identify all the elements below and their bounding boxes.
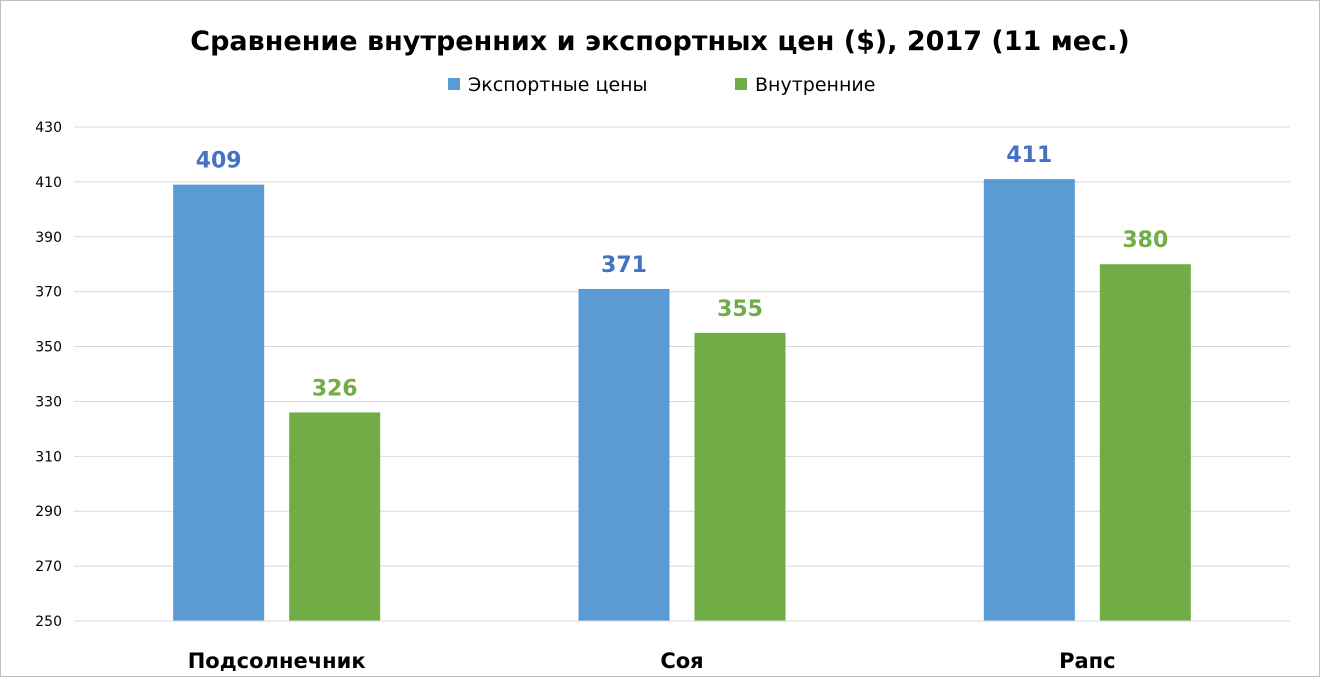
y-tick-label: 270 <box>35 559 62 575</box>
y-tick-label: 350 <box>35 340 62 356</box>
y-tick-label: 370 <box>35 285 62 301</box>
legend: Экспортные цены Внутренние <box>448 74 875 96</box>
bars <box>173 179 1191 621</box>
category-label: Рапс <box>1059 649 1116 673</box>
bar <box>289 412 381 621</box>
data-label: 326 <box>312 376 358 401</box>
legend-label: Внутренние <box>755 74 875 96</box>
data-labels: 409 326 371 355 411 380 <box>196 143 1169 401</box>
data-label: 411 <box>1006 143 1052 168</box>
data-label: 380 <box>1122 228 1168 253</box>
bar <box>173 184 265 621</box>
chart-title: Сравнение внутренних и экспортных цен ($… <box>190 26 1129 57</box>
category-label: Соя <box>660 649 703 673</box>
y-tick-label: 310 <box>35 449 62 465</box>
y-tick-label: 250 <box>35 614 62 630</box>
bar <box>694 332 786 621</box>
legend-swatch <box>448 78 460 90</box>
bar <box>1099 264 1191 621</box>
category-label: Подсолнечник <box>188 649 366 673</box>
y-tick-label: 390 <box>35 230 62 246</box>
bar <box>983 179 1075 621</box>
y-tick-label: 330 <box>35 394 62 410</box>
y-tick-label: 290 <box>35 504 62 520</box>
data-label: 409 <box>196 149 242 174</box>
legend-swatch <box>735 78 747 90</box>
y-tick-label: 410 <box>35 175 62 191</box>
data-label: 355 <box>717 297 763 322</box>
y-axis: 250 270 290 310 330 350 370 390 410 430 <box>35 120 62 630</box>
legend-label: Экспортные цены <box>468 74 648 96</box>
x-axis: Подсолнечник Соя Рапс <box>74 620 1290 673</box>
bar <box>578 288 670 621</box>
y-tick-label: 430 <box>35 120 62 136</box>
data-label: 371 <box>601 253 647 278</box>
